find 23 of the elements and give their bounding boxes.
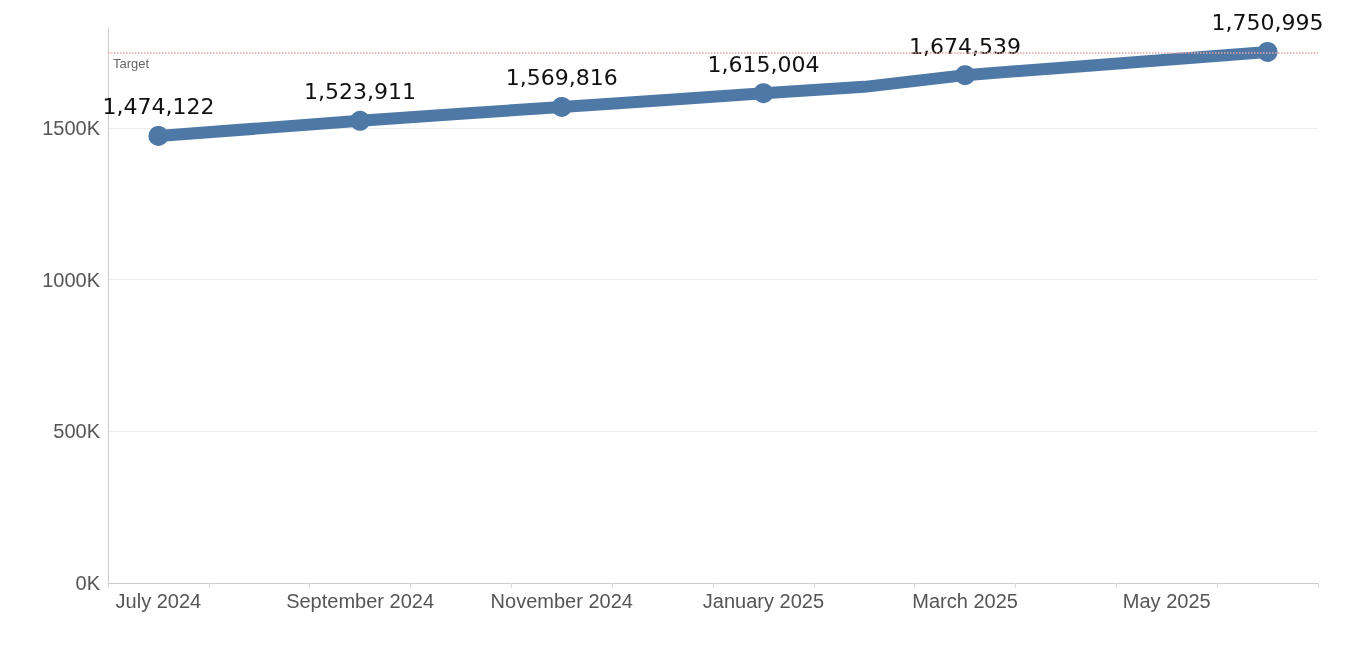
data-label: 1,615,004 xyxy=(707,51,820,77)
data-label: 1,474,122 xyxy=(102,94,215,120)
point xyxy=(753,83,774,104)
x-tick-label: November 2024 xyxy=(490,590,633,612)
ref-line-label: Target xyxy=(113,56,150,72)
x-tick-label: January 2025 xyxy=(702,590,825,612)
y-tick-label: 1500K xyxy=(42,117,101,140)
x-tick-label: July 2024 xyxy=(115,590,202,612)
data-label: 1,569,816 xyxy=(505,65,618,91)
point xyxy=(148,125,169,146)
point xyxy=(955,65,976,86)
point xyxy=(350,110,371,131)
x-tick-label: May 2025 xyxy=(1122,590,1211,612)
y-tick-label: 1000K xyxy=(42,268,101,291)
data-label: 1,750,995 xyxy=(1211,10,1324,36)
data-label: 1,674,539 xyxy=(909,33,1022,59)
y-tick-label: 0K xyxy=(75,572,101,594)
data-label: 1,523,911 xyxy=(304,79,417,105)
point xyxy=(1257,41,1278,62)
x-tick-label: September 2024 xyxy=(286,590,435,612)
x-tick-label: March 2025 xyxy=(912,590,1018,612)
point xyxy=(551,96,572,117)
y-tick-label: 500K xyxy=(53,420,101,443)
